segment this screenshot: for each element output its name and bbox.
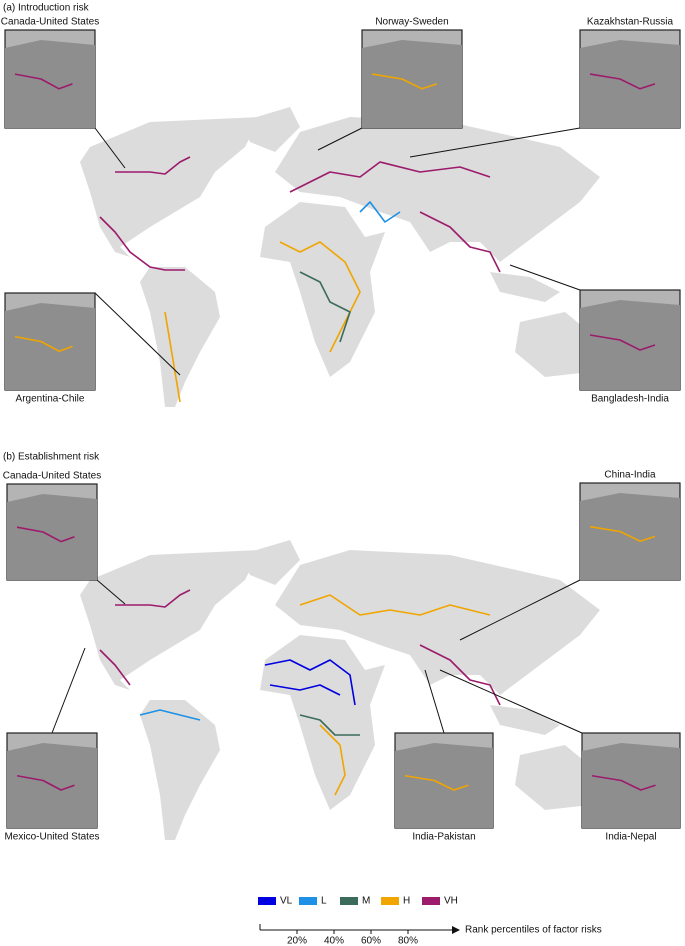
inset-border	[589, 73, 656, 90]
inset-border	[589, 525, 656, 543]
connector-line	[409, 127, 581, 158]
legend-label: H	[403, 896, 410, 907]
inset-label: Mexico-United States	[4, 832, 99, 843]
panel-b-map	[80, 540, 600, 840]
legend-swatch	[299, 897, 317, 905]
connector-line	[424, 669, 445, 734]
inset-label: Kazakhstan-Russia	[587, 17, 674, 28]
connector-line	[94, 292, 181, 376]
scale-tick-label: 20%	[287, 936, 307, 946]
panel-title: (b) Establishment risk	[3, 452, 100, 463]
connector-line	[94, 127, 126, 169]
scale-tick-label: 60%	[361, 936, 381, 946]
panel-title: (a) Introduction risk	[3, 3, 90, 14]
inset-border	[591, 774, 656, 791]
connector-line	[317, 127, 363, 151]
scale-tick-label: 80%	[398, 936, 418, 946]
inset-border	[589, 334, 656, 351]
legend-label: VH	[444, 896, 458, 907]
inset-label: Argentina-Chile	[16, 394, 85, 405]
legend-swatch	[258, 897, 276, 905]
connector-line	[51, 647, 86, 734]
world-map	[80, 107, 600, 407]
connector-line	[459, 579, 581, 641]
inset-border	[371, 73, 438, 90]
inset-border	[16, 774, 75, 791]
connector-line	[96, 579, 126, 605]
inset-label: Bangladesh-India	[591, 394, 669, 405]
inset-label: India-Nepal	[605, 832, 656, 843]
legend-label: M	[362, 896, 370, 907]
connector-line	[509, 264, 581, 291]
connector-line	[439, 669, 583, 734]
legend-swatch	[340, 897, 358, 905]
inset-label: India-Pakistan	[412, 832, 475, 843]
legend-label: VL	[280, 896, 293, 907]
inset-label: Canada-United States	[1, 17, 99, 28]
inset-border	[404, 774, 469, 791]
inset-border	[14, 73, 73, 90]
legend-label: L	[321, 896, 327, 907]
inset-label: China-India	[604, 470, 656, 481]
scale-arrow	[452, 926, 460, 934]
legend-swatch	[422, 897, 440, 905]
inset-label: Norway-Sweden	[375, 17, 448, 28]
inset-label: Canada-United States	[3, 471, 101, 482]
scale-label: Rank percentiles of factor risks	[465, 925, 602, 936]
legend-swatch	[381, 897, 399, 905]
scale-tick-label: 40%	[324, 936, 344, 946]
inset-border	[14, 335, 73, 353]
inset-border	[16, 526, 75, 543]
